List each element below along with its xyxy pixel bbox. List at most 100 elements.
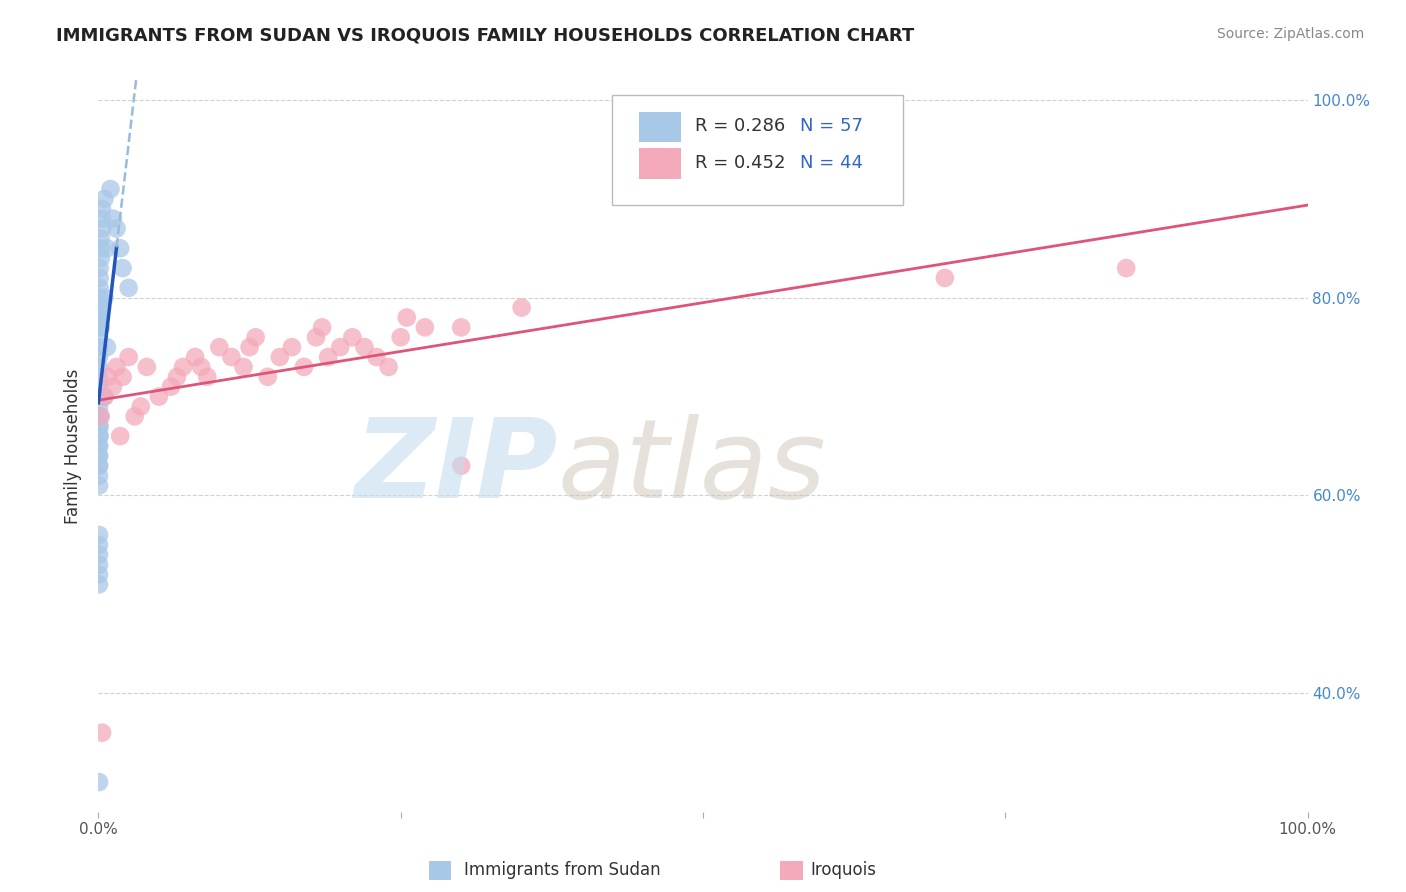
FancyBboxPatch shape bbox=[613, 95, 903, 204]
Point bbox=[245, 330, 267, 344]
Point bbox=[269, 350, 291, 364]
Point bbox=[87, 380, 110, 394]
Point bbox=[87, 439, 110, 453]
Text: atlas: atlas bbox=[558, 415, 827, 522]
Point bbox=[89, 301, 111, 315]
Point bbox=[89, 320, 111, 334]
Point bbox=[93, 390, 115, 404]
Text: Immigrants from Sudan: Immigrants from Sudan bbox=[464, 861, 661, 879]
Point bbox=[89, 281, 111, 295]
Point bbox=[87, 359, 110, 374]
Point bbox=[89, 409, 111, 424]
Point bbox=[90, 231, 112, 245]
Point bbox=[87, 449, 110, 463]
Point bbox=[87, 775, 110, 789]
Point bbox=[389, 330, 412, 344]
Point bbox=[311, 320, 333, 334]
Point bbox=[184, 350, 207, 364]
Point bbox=[118, 281, 141, 295]
Point bbox=[232, 359, 254, 374]
Point bbox=[87, 330, 110, 344]
Bar bbox=[638, 148, 682, 179]
Point bbox=[208, 340, 231, 354]
Point bbox=[108, 429, 131, 443]
Point bbox=[450, 320, 472, 334]
Point bbox=[89, 271, 111, 285]
Point bbox=[305, 330, 328, 344]
Point bbox=[87, 419, 110, 434]
Point bbox=[281, 340, 304, 354]
Point bbox=[87, 429, 110, 443]
Point bbox=[148, 390, 170, 404]
Point bbox=[87, 567, 110, 582]
Point bbox=[87, 409, 110, 424]
Point bbox=[510, 301, 533, 315]
Point bbox=[90, 241, 112, 255]
Point bbox=[111, 261, 134, 276]
Point bbox=[89, 419, 111, 434]
Point bbox=[118, 350, 141, 364]
Text: Source: ZipAtlas.com: Source: ZipAtlas.com bbox=[1216, 27, 1364, 41]
Point bbox=[87, 400, 110, 414]
Point bbox=[87, 369, 110, 384]
Point bbox=[87, 528, 110, 542]
Point bbox=[135, 359, 157, 374]
Point bbox=[413, 320, 436, 334]
Point bbox=[190, 359, 212, 374]
Point bbox=[91, 211, 114, 226]
Point bbox=[450, 458, 472, 473]
Point bbox=[166, 369, 188, 384]
Point bbox=[111, 369, 134, 384]
Point bbox=[96, 241, 118, 255]
Point bbox=[89, 310, 111, 325]
Text: IMMIGRANTS FROM SUDAN VS IROQUOIS FAMILY HOUSEHOLDS CORRELATION CHART: IMMIGRANTS FROM SUDAN VS IROQUOIS FAMILY… bbox=[56, 27, 914, 45]
Point bbox=[108, 241, 131, 255]
Point bbox=[87, 350, 110, 364]
Point bbox=[87, 449, 110, 463]
Point bbox=[172, 359, 194, 374]
Point bbox=[93, 291, 115, 305]
Point bbox=[129, 400, 152, 414]
Point bbox=[342, 330, 364, 344]
Text: R = 0.452: R = 0.452 bbox=[695, 154, 785, 172]
Text: N = 44: N = 44 bbox=[800, 154, 863, 172]
Point bbox=[87, 458, 110, 473]
Point bbox=[221, 350, 243, 364]
Point bbox=[292, 359, 315, 374]
Point bbox=[87, 548, 110, 562]
Point bbox=[91, 202, 114, 216]
Y-axis label: Family Households: Family Households bbox=[65, 368, 83, 524]
Point bbox=[160, 380, 183, 394]
Point bbox=[87, 558, 110, 572]
Point bbox=[195, 369, 218, 384]
Point bbox=[93, 390, 115, 404]
Point bbox=[239, 340, 262, 354]
Bar bbox=[638, 112, 682, 143]
Point bbox=[93, 192, 115, 206]
Point bbox=[87, 390, 110, 404]
Point bbox=[89, 291, 111, 305]
Point bbox=[89, 261, 111, 276]
Point bbox=[256, 369, 278, 384]
Point bbox=[87, 478, 110, 492]
Point bbox=[395, 310, 418, 325]
Point bbox=[90, 409, 112, 424]
Point bbox=[90, 251, 112, 265]
Point bbox=[87, 468, 110, 483]
Point bbox=[105, 359, 128, 374]
Point bbox=[101, 211, 124, 226]
Point bbox=[90, 320, 112, 334]
Point bbox=[934, 271, 956, 285]
Point bbox=[90, 310, 112, 325]
Point bbox=[87, 538, 110, 552]
Point bbox=[87, 458, 110, 473]
Point bbox=[1115, 261, 1137, 276]
Point bbox=[96, 340, 118, 354]
Point bbox=[91, 221, 114, 235]
Text: ZIP: ZIP bbox=[354, 415, 558, 522]
Point bbox=[89, 429, 111, 443]
Point bbox=[97, 369, 120, 384]
Point bbox=[87, 340, 110, 354]
Point bbox=[91, 301, 114, 315]
Point bbox=[91, 725, 114, 739]
